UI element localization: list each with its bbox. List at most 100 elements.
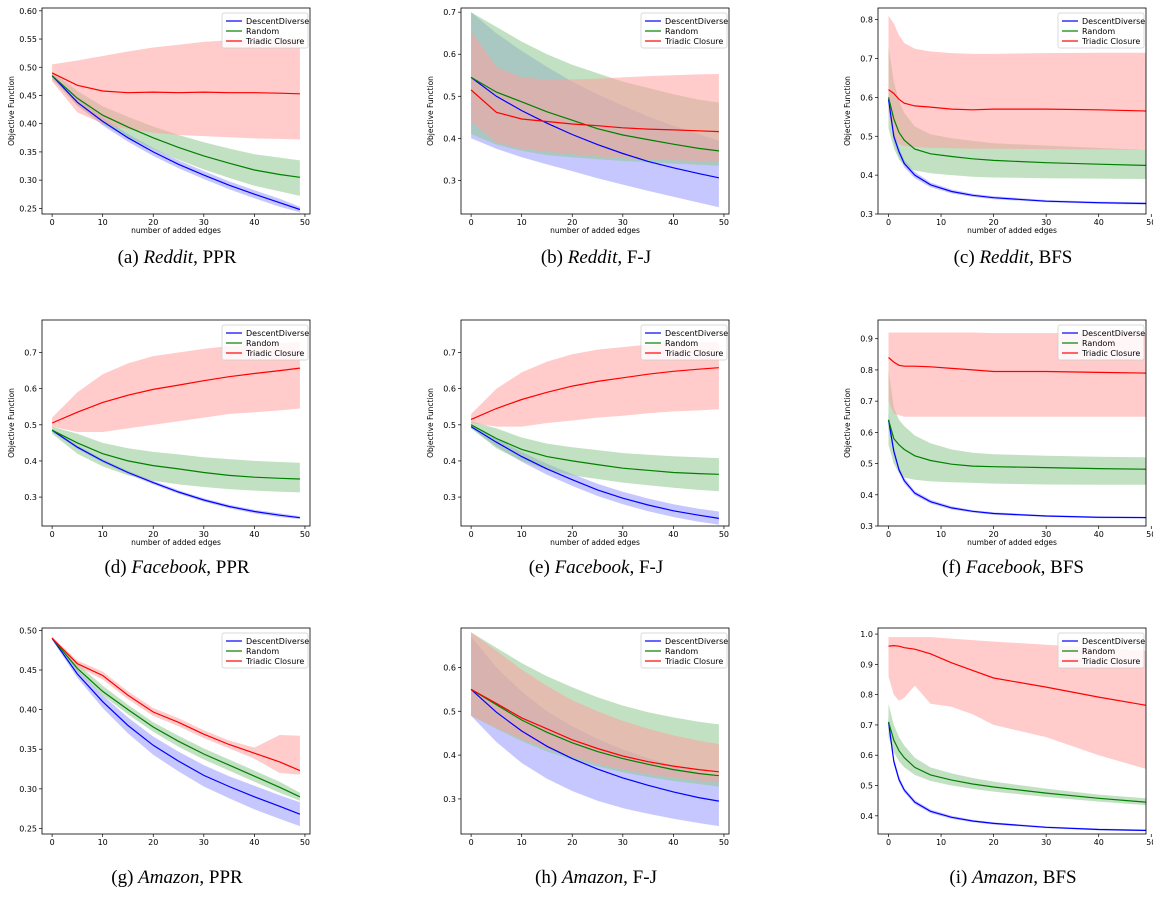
axes-frame (877, 319, 1147, 527)
y-axis-label: Objective Function (7, 388, 16, 458)
line-triadic-closure (51, 637, 301, 772)
legend-label: Triadic Closure (664, 657, 723, 666)
plot-area (470, 12, 720, 208)
legend-label: Random (665, 339, 698, 348)
x-tick-label: 50 (300, 530, 310, 539)
plot-area (887, 332, 1146, 519)
caption-label: (h) (535, 867, 562, 888)
line-random (470, 424, 719, 475)
legend-box (1057, 12, 1145, 49)
x-axis-label: number of added edges (131, 226, 221, 235)
y-tick-label: 0.3 (860, 210, 873, 219)
x-tick-label: 0 (886, 838, 891, 847)
y-tick-label: 0.40 (19, 706, 37, 715)
plot-area (51, 37, 301, 213)
chart-panel-a: 0 10 20 30 40 50 0.25 0.30 0.35 0.40 0.45 0.50 0.55 0… (2, 4, 312, 235)
y-tick-label: 0.6 (443, 385, 456, 394)
legend-label: DescentDiverse (1082, 637, 1145, 646)
line-descentdiverse (51, 637, 301, 815)
plot-area (470, 632, 720, 827)
y-tick-label: 0.5 (443, 92, 456, 101)
x-tick-label: 10 (517, 838, 527, 847)
caption-a: (a) Reddit, PPR (22, 247, 332, 269)
line-random (470, 76, 719, 152)
y-tick-label: 0.6 (860, 93, 873, 102)
y-tick-label: 0.5 (443, 707, 456, 716)
caption-d: (d) Facebook, PPR (22, 557, 332, 579)
legend-label: Random (1082, 339, 1115, 348)
band-triadic-closure (52, 37, 300, 140)
y-tick-label: 0.3 (443, 493, 456, 502)
x-tick-label: 20 (989, 838, 999, 847)
caption-label: (d) (104, 557, 132, 578)
caption-method: , BFS (1029, 247, 1073, 268)
x-tick-label: 50 (1146, 218, 1153, 227)
x-tick-label: 50 (1146, 530, 1153, 539)
caption-dataset: Facebook (554, 557, 630, 578)
chart-svg-a: 0 10 20 30 40 50 0.25 0.30 0.35 0.40 0.45 0.50 0.55 0… (7, 7, 311, 235)
caption-method: , F-J (617, 247, 652, 268)
line-triadic-closure (470, 367, 719, 420)
caption-label: (e) (528, 557, 555, 578)
chart-panel-d: 0 10 20 30 40 50 0.3 0.4 0.5 0.6 0.7 number of adde… (2, 316, 312, 547)
y-tick-label: 0.25 (19, 824, 37, 833)
x-tick-label: 20 (148, 218, 158, 227)
x-tick-label: 20 (567, 838, 577, 847)
x-tick-label: 10 (936, 838, 946, 847)
caption-label: (g) (111, 867, 139, 888)
plot-area (887, 15, 1146, 205)
caption-g: (g) Amazon, PPR (22, 867, 332, 889)
x-tick-label: 40 (249, 838, 259, 847)
caption-dataset: Facebook (131, 557, 207, 578)
legend-label: DescentDiverse (1082, 17, 1145, 26)
caption-i: (i) Amazon, BFS (858, 867, 1153, 889)
caption-f: (f) Facebook, BFS (858, 557, 1153, 579)
x-tick-label: 50 (719, 530, 729, 539)
chart-panel-b: 0 10 20 30 40 50 0.3 0.4 0.5 0.6 0.7 number of adde… (421, 4, 731, 235)
line-descentdiverse (887, 721, 1146, 831)
y-tick-label: 0.3 (443, 795, 456, 804)
chart-svg-h: 0 10 20 30 40 50 0.3 0.4 0.5 0.6 DescentDiverseRan… (443, 627, 730, 847)
x-axis-label: number of added edges (550, 538, 640, 547)
plot-area (470, 341, 719, 525)
x-tick-label: 50 (300, 218, 310, 227)
plot-area (887, 637, 1146, 832)
x-tick-label: 40 (249, 530, 259, 539)
chart-svg-d: 0 10 20 30 40 50 0.3 0.4 0.5 0.6 0.7 number of adde… (7, 319, 311, 547)
y-tick-label: 1.0 (860, 630, 873, 639)
caption-dataset: Amazon (138, 867, 200, 888)
y-tick-label: 0.4 (860, 812, 873, 821)
line-triadic-closure (51, 72, 300, 95)
x-tick-label: 20 (567, 530, 577, 539)
y-tick-label: 0.45 (19, 666, 37, 675)
legend-label: DescentDiverse (665, 17, 728, 26)
x-tick-label: 40 (1094, 218, 1104, 227)
y-tick-label: 0.4 (443, 134, 456, 143)
legend-label: DescentDiverse (246, 329, 309, 338)
y-tick-label: 0.9 (860, 660, 873, 669)
y-tick-label: 0.5 (24, 421, 37, 430)
band-random (471, 421, 719, 492)
band-triadic-closure (888, 637, 1146, 769)
y-tick-label: 0.4 (24, 457, 37, 466)
caption-method: , PPR (206, 557, 250, 578)
caption-dataset: Amazon (561, 867, 624, 888)
y-tick-label: 0.4 (443, 751, 456, 760)
x-tick-label: 10 (517, 218, 527, 227)
legend-label: DescentDiverse (665, 637, 728, 646)
band-triadic-closure (471, 341, 719, 427)
x-tick-label: 30 (199, 218, 209, 227)
line-random (51, 429, 300, 480)
y-tick-label: 0.7 (860, 397, 873, 406)
y-tick-label: 0.4 (860, 171, 873, 180)
legend-box (1057, 632, 1145, 669)
y-tick-label: 0.50 (19, 63, 37, 72)
band-descentdiverse (52, 636, 300, 827)
x-tick-label: 0 (469, 218, 474, 227)
band-random (52, 71, 300, 196)
legend-box (640, 324, 728, 361)
